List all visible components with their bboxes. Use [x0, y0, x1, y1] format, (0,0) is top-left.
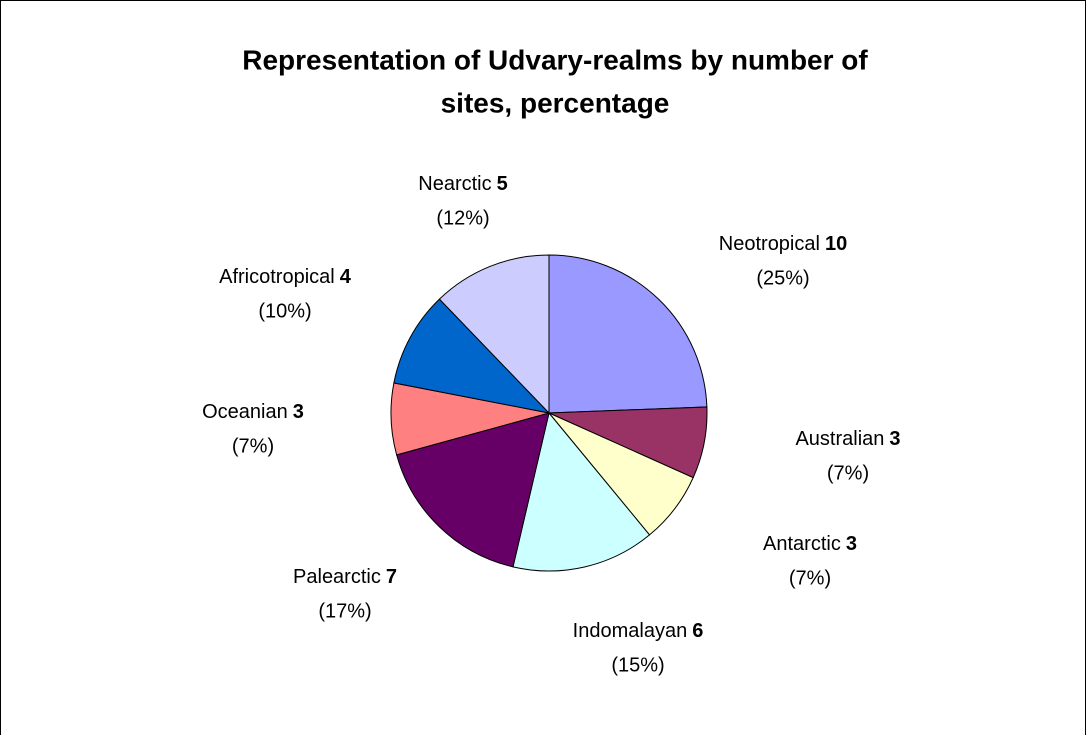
slice-percent: (12%): [436, 207, 489, 229]
pie-slice: [438, 254, 550, 415]
slice-label: Neotropical 10: [719, 233, 847, 255]
slice-label: Palearctic 7: [293, 566, 397, 588]
pie-slice: [548, 254, 708, 414]
slice-percent: (7%): [232, 435, 274, 457]
chart-title: sites, percentage: [441, 87, 670, 118]
slice-name: Antarctic: [763, 533, 841, 555]
slice-label: Australian 3: [795, 428, 900, 450]
slice-count: 5: [497, 173, 508, 195]
slice-label: Oceanian 3: [202, 401, 304, 423]
slice-name: Oceanian: [202, 401, 288, 423]
slice-name: Australian: [795, 428, 884, 450]
slice-count: 6: [692, 620, 703, 642]
slice-label: Indomalayan 6: [573, 620, 704, 642]
slice-label: Antarctic 3: [763, 533, 857, 555]
slice-percent: (17%): [318, 600, 371, 622]
slice-name: Nearctic: [418, 173, 491, 195]
slice-name: Neotropical: [719, 233, 820, 255]
chart-title: Representation of Udvary-realms by numbe…: [242, 44, 868, 75]
slice-percent: (25%): [756, 267, 809, 289]
slice-percent: (7%): [827, 462, 869, 484]
slice-name: Palearctic: [293, 566, 381, 588]
pie-slice: [512, 411, 651, 572]
slice-name: Africotropical: [219, 266, 335, 288]
slice-count: 3: [293, 401, 304, 423]
slice-name: Indomalayan: [573, 620, 688, 642]
slice-count: 3: [889, 428, 900, 450]
slice-percent: (10%): [258, 300, 311, 322]
slice-count: 3: [846, 533, 857, 555]
pie-slice: [393, 298, 551, 414]
slice-percent: (7%): [789, 567, 831, 589]
slice-count: 10: [825, 233, 847, 255]
slice-count: 4: [340, 266, 352, 288]
pie-slice: [396, 412, 550, 568]
slice-count: 7: [386, 566, 397, 588]
slice-label: Nearctic 5: [418, 173, 507, 195]
slice-label: Africotropical 4: [219, 266, 352, 288]
slice-percent: (15%): [611, 654, 664, 676]
